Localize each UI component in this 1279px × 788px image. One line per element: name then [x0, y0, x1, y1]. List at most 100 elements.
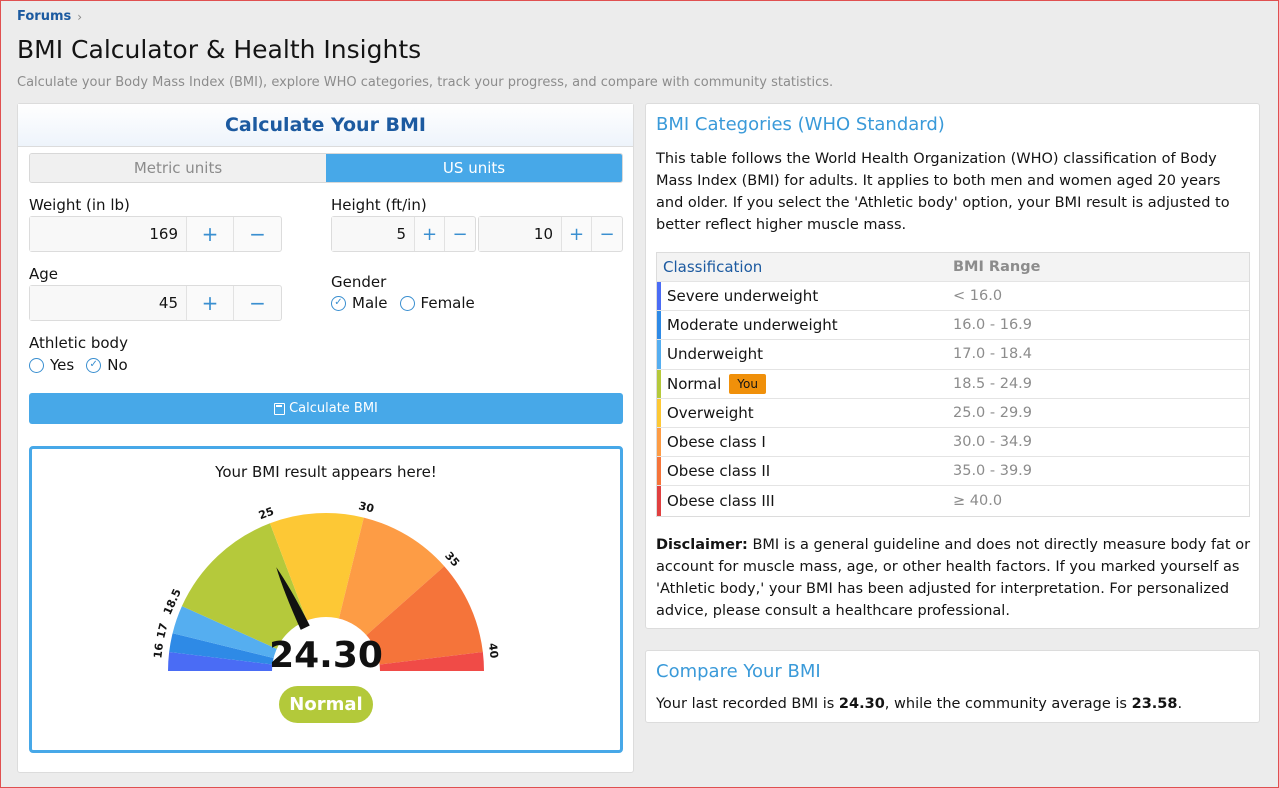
gauge-tick-label: 16 — [151, 642, 166, 659]
category-range: 35.0 - 39.9 — [953, 463, 1033, 480]
height-feet-input[interactable]: 5 — [332, 217, 415, 251]
height-feet-decrement-button[interactable]: − — [452, 223, 468, 245]
athletic-radio-group: Yes ✓ No — [29, 356, 128, 374]
category-range: 16.0 - 16.9 — [953, 317, 1033, 334]
compare-suffix: . — [1177, 696, 1183, 712]
radio-empty-icon — [29, 357, 44, 373]
category-color-bar — [657, 486, 661, 516]
table-row: Normal You 18.5 - 24.9 — [657, 369, 1249, 399]
check-icon: ✓ — [331, 295, 346, 311]
athletic-yes-radio[interactable]: Yes — [29, 356, 74, 374]
gauge-segment — [168, 651, 275, 671]
age-increment-button[interactable]: + — [187, 286, 234, 320]
table-row: Obese class II 35.0 - 39.9 — [657, 457, 1249, 487]
category-name: Obese class III — [667, 491, 775, 510]
table-row: Overweight 25.0 - 29.9 — [657, 398, 1249, 428]
category-name: Obese class I — [667, 433, 766, 452]
categories-panel: BMI Categories (WHO Standard) This table… — [645, 103, 1260, 629]
classification-header: Classification — [663, 258, 763, 276]
breadcrumb-forums-link[interactable]: Forums — [17, 9, 72, 24]
gender-radio-group: ✓ Male Female — [331, 294, 475, 312]
disclaimer: Disclaimer: BMI is a general guideline a… — [656, 534, 1251, 622]
height-inches-input[interactable]: 10 — [479, 217, 562, 251]
bmi-value: 24.30 — [269, 635, 383, 676]
category-color-bar — [657, 282, 661, 311]
disclaimer-label: Disclaimer: — [656, 537, 748, 553]
categories-intro: This table follows the World Health Orga… — [656, 151, 1230, 233]
height-inches-stepper: 10 + − — [478, 216, 623, 252]
unit-tabs: Metric units US units — [29, 153, 623, 183]
category-name-cell: Obese class III — [657, 492, 953, 510]
gauge-segment — [338, 517, 445, 637]
category-name-cell: Normal You — [657, 373, 953, 394]
gauge-segment — [364, 566, 483, 665]
weight-input[interactable]: 169 — [30, 217, 187, 251]
gauge-needle — [276, 567, 310, 630]
page-title: BMI Calculator & Health Insights — [17, 35, 422, 64]
athletic-yes-label: Yes — [50, 356, 75, 374]
compare-text: Your last recorded BMI is 24.30, while t… — [656, 696, 1182, 712]
weight-label: Weight (in lb) — [29, 196, 130, 214]
tab-metric-units[interactable]: Metric units — [30, 154, 326, 182]
compare-middle: , while the community average is — [884, 696, 1132, 712]
category-range: < 16.0 — [953, 288, 1003, 305]
category-name-cell: Obese class II — [657, 462, 953, 480]
category-range: 30.0 - 34.9 — [953, 434, 1033, 451]
range-header: BMI Range — [953, 259, 1041, 275]
page-description: Calculate your Body Mass Index (BMI), ex… — [17, 75, 834, 90]
gauge-segment — [181, 523, 308, 650]
weight-stepper: 169 + − — [29, 216, 282, 252]
category-name: Severe underweight — [667, 287, 819, 306]
category-color-bar — [657, 457, 661, 486]
disclaimer-text: BMI is a general guideline and does not … — [656, 537, 1251, 619]
table-row: Moderate underweight 16.0 - 16.9 — [657, 311, 1249, 341]
weight-increment-button[interactable]: + — [187, 217, 234, 251]
table-row: Obese class III ≥ 40.0 — [657, 486, 1249, 516]
calculator-panel: Calculate Your BMI Metric units US units… — [17, 103, 634, 773]
athletic-no-radio[interactable]: ✓ No — [86, 356, 128, 374]
gauge-tick-label: 30 — [357, 499, 375, 515]
height-feet-stepper: 5 + − — [331, 216, 476, 252]
gauge-tick-label: 40 — [486, 642, 501, 659]
calculator-header: Calculate Your BMI — [18, 104, 633, 147]
age-input[interactable]: 45 — [30, 286, 187, 320]
calculator-icon — [274, 402, 286, 415]
category-name: Moderate underweight — [667, 316, 838, 335]
height-inches-decrement-button[interactable]: − — [599, 223, 615, 245]
check-icon: ✓ — [86, 357, 102, 373]
category-name: Normal — [667, 374, 722, 393]
category-color-bar — [657, 398, 661, 427]
category-range: 17.0 - 18.4 — [953, 346, 1033, 363]
gauge-segment — [169, 633, 276, 665]
bmi-category-pill: Normal — [279, 686, 373, 723]
category-name-cell: Obese class I — [657, 433, 953, 451]
age-decrement-button[interactable]: − — [249, 291, 266, 315]
athletic-no-label: No — [107, 356, 128, 374]
breadcrumb: Forums › — [17, 9, 82, 24]
calculate-bmi-button[interactable]: Calculate BMI — [29, 393, 623, 424]
community-average-value: 23.58 — [1131, 696, 1178, 712]
category-color-bar — [657, 369, 661, 398]
category-name-cell: Severe underweight — [657, 287, 953, 305]
gauge-segment — [269, 513, 364, 623]
last-bmi-value: 24.30 — [838, 696, 885, 712]
category-name: Underweight — [667, 345, 763, 364]
height-feet-increment-button[interactable]: + — [415, 217, 445, 251]
height-label: Height (ft/in) — [331, 196, 427, 214]
categories-table: Classification BMI Range Severe underwei… — [656, 252, 1250, 517]
category-name-cell: Moderate underweight — [657, 316, 953, 334]
categories-title: BMI Categories (WHO Standard) — [656, 114, 945, 135]
tab-us-units[interactable]: US units — [326, 154, 622, 182]
compare-prefix: Your last recorded BMI is — [656, 696, 839, 712]
weight-decrement-button[interactable]: − — [249, 222, 266, 246]
table-row: Underweight 17.0 - 18.4 — [657, 340, 1249, 370]
gauge-tick-label: 35 — [442, 549, 462, 569]
gender-female-radio[interactable]: Female — [399, 294, 475, 312]
category-range: 25.0 - 29.9 — [953, 404, 1033, 421]
category-color-bar — [657, 427, 661, 457]
table-row: Obese class I 30.0 - 34.9 — [657, 427, 1249, 458]
gender-male-radio[interactable]: ✓ Male — [331, 294, 388, 312]
chevron-right-icon: › — [77, 9, 83, 24]
category-name: Overweight — [667, 403, 754, 422]
height-inches-increment-button[interactable]: + — [562, 217, 592, 251]
